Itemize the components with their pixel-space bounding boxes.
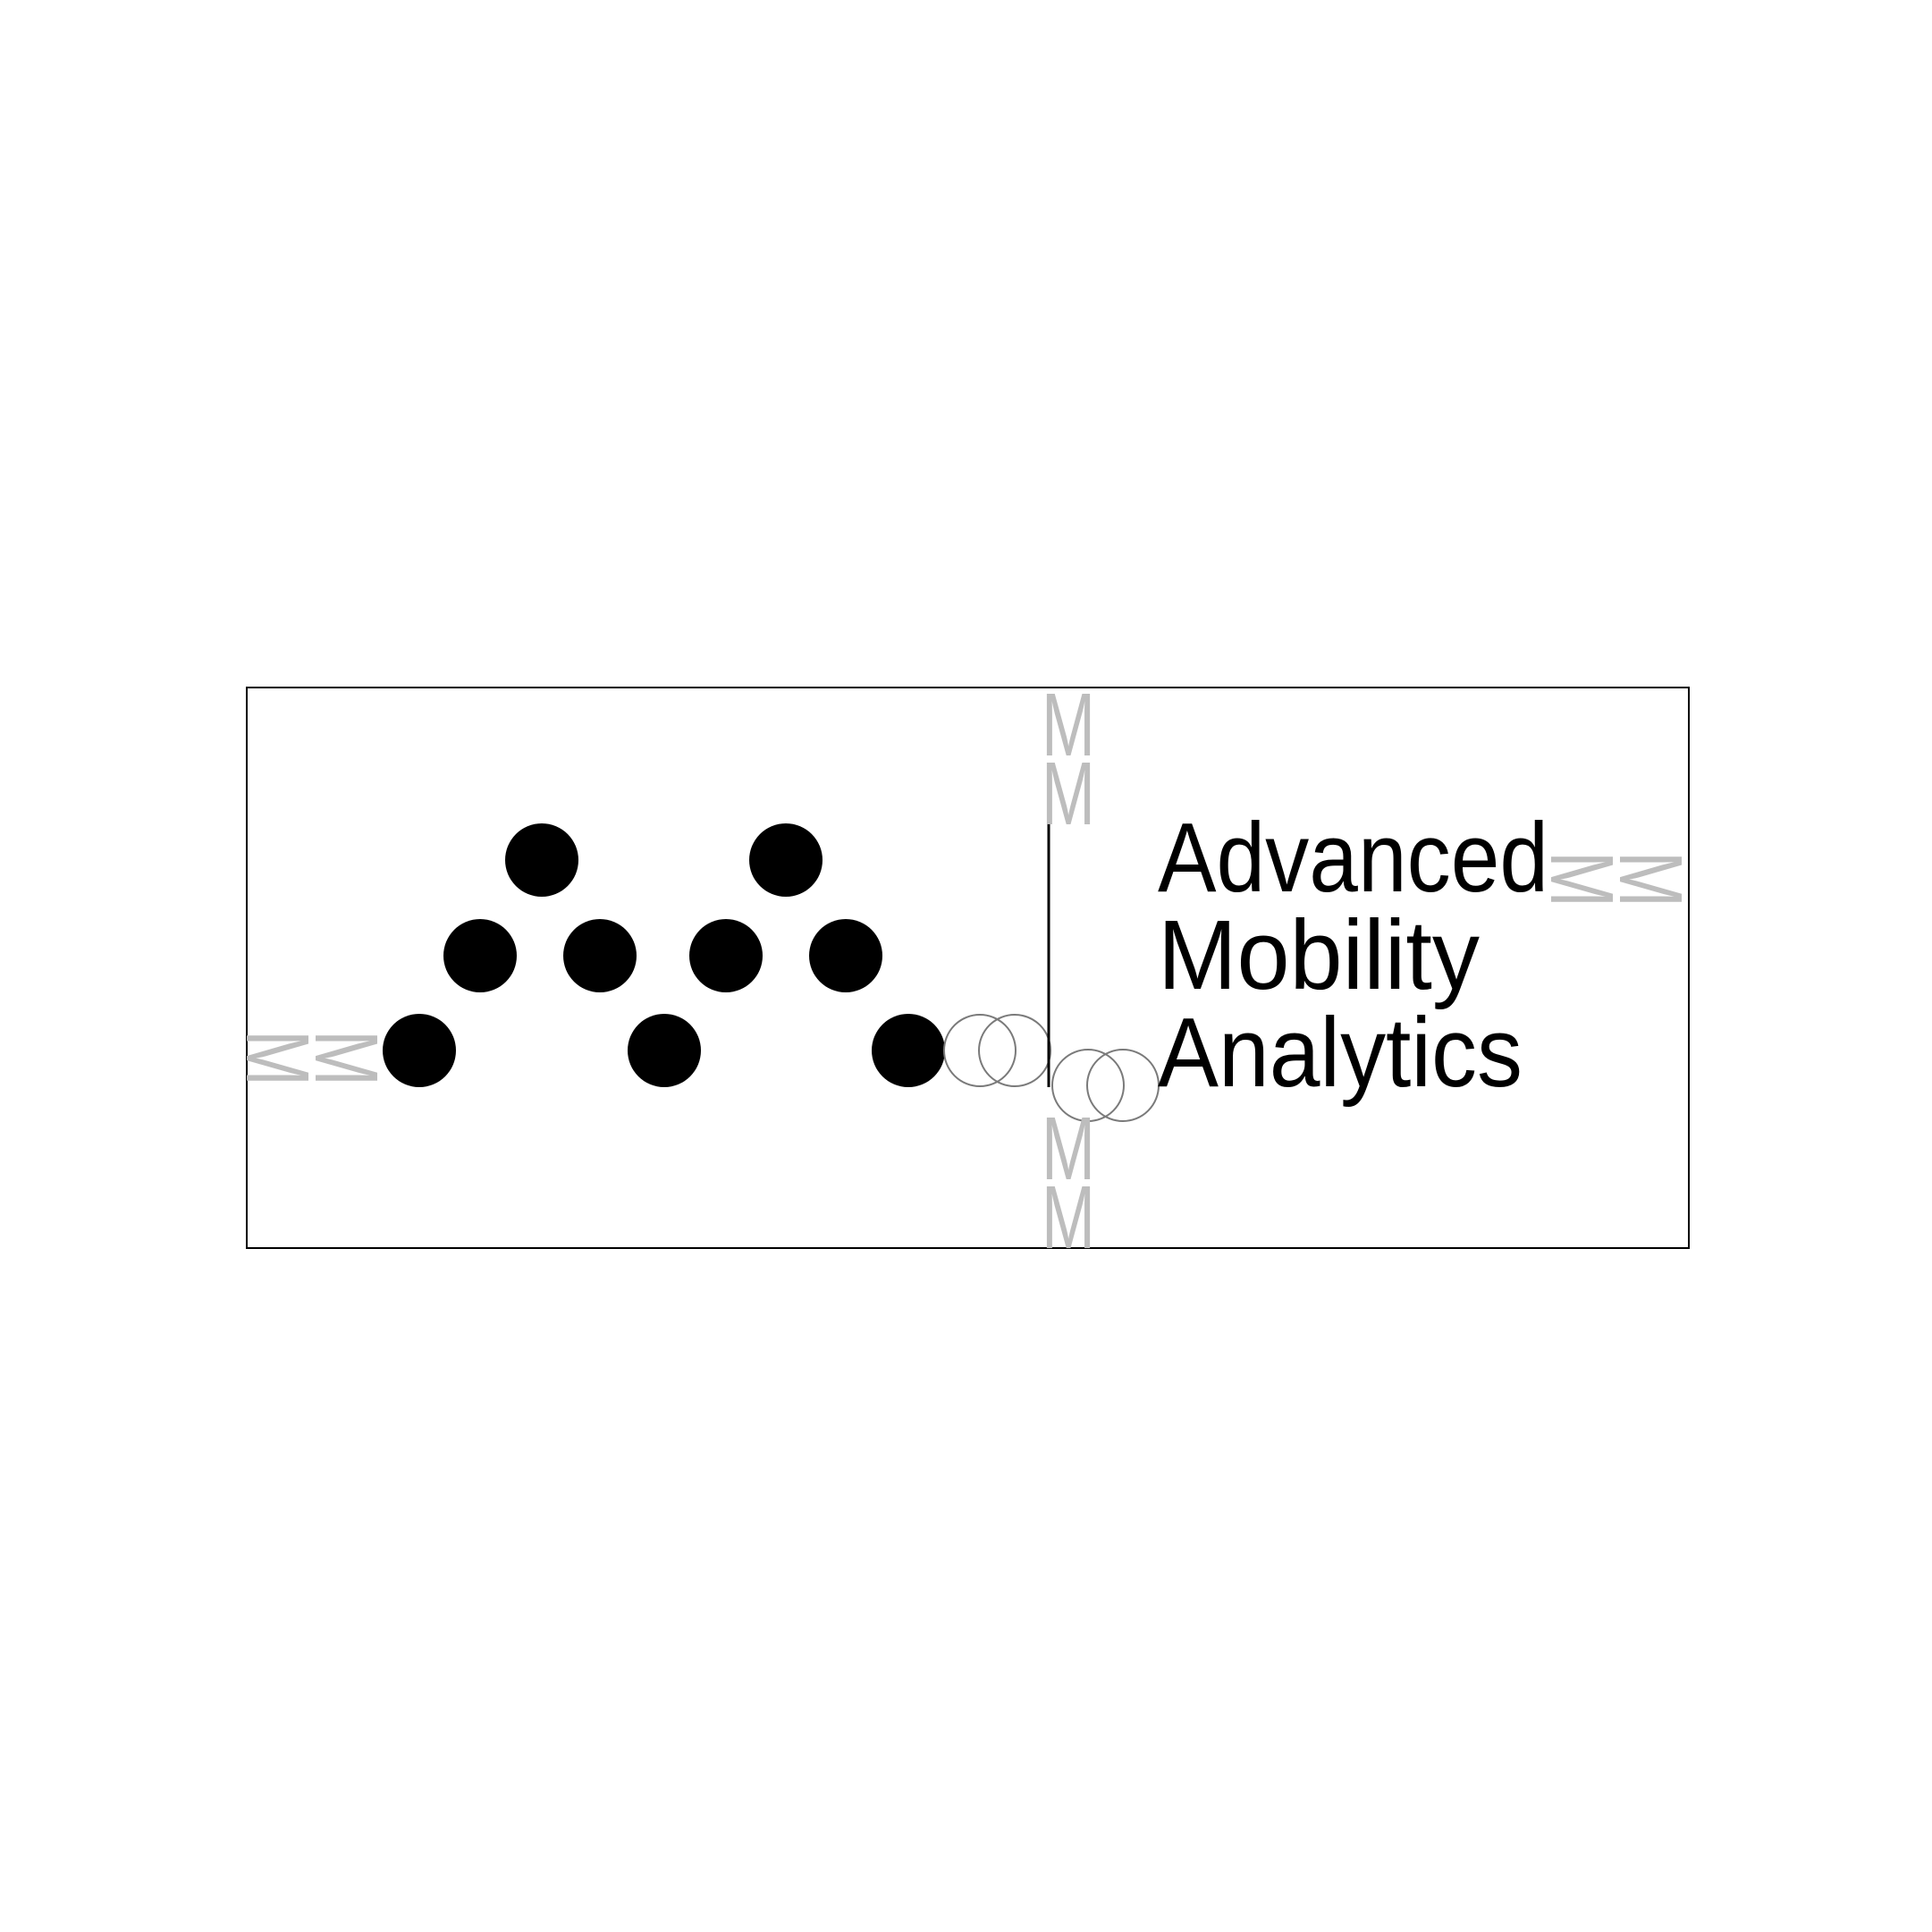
logo-symbol-dots <box>383 823 945 1087</box>
clearspace-marker-left-2: M <box>296 1030 396 1086</box>
clearspace-marker-bottom: M M <box>1042 1099 1095 1268</box>
construction-circle-4 <box>1086 1049 1160 1122</box>
logo-dot-3 <box>443 919 517 992</box>
construction-circle-1 <box>943 1014 1017 1087</box>
wordmark: Advanced Mobility Analytics <box>1158 803 1548 1108</box>
logo-dot-7 <box>383 1014 456 1087</box>
logo-dot-8 <box>628 1014 701 1087</box>
wordmark-line-1: Advanced <box>1158 803 1548 913</box>
logo-dot-6 <box>809 919 882 992</box>
clearspace-m-bottom-1: M <box>1042 1099 1095 1199</box>
clearspace-m-bottom-2: M <box>1042 1168 1095 1268</box>
clearspace-m-left-1: M <box>227 1030 327 1086</box>
clearspace-marker-right: M <box>1531 851 1632 907</box>
logo-dot-1 <box>505 823 578 897</box>
construction-circle-3 <box>1051 1049 1125 1122</box>
clearspace-m-top-2: M <box>1042 744 1095 844</box>
clearspace-m-left-2: M <box>296 1030 396 1086</box>
clearspace-frame <box>246 687 1690 1249</box>
clearspace-m-top-1: M <box>1042 675 1095 775</box>
clearspace-marker-right-2: M <box>1600 851 1700 907</box>
clearspace-m-right-2: M <box>1600 851 1700 907</box>
wordmark-line-2: Mobility <box>1158 900 1480 1010</box>
logo-dot-5 <box>689 919 763 992</box>
clearspace-m-right-1: M <box>1531 851 1632 907</box>
construction-circle-2 <box>978 1014 1051 1087</box>
clearspace-marker-top: M M <box>1042 675 1095 844</box>
logo-dot-4 <box>563 919 637 992</box>
clearspace-marker-left: M <box>227 1030 327 1086</box>
wordmark-line-3: Analytics <box>1158 998 1523 1108</box>
logo-dot-9 <box>872 1014 945 1087</box>
construction-circles <box>943 1014 1160 1122</box>
logo-dot-2 <box>749 823 823 897</box>
